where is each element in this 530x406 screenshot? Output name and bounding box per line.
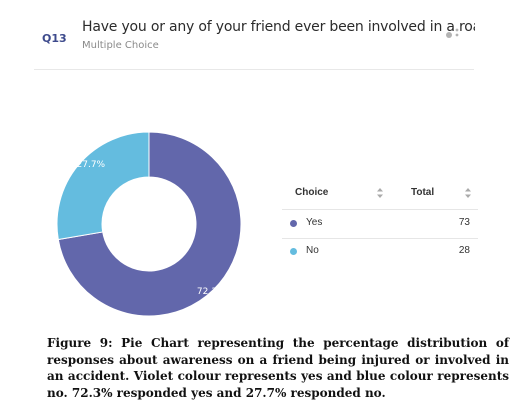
question-title: Have you or any of your friend ever been…: [82, 19, 475, 35]
question-number: Q13: [42, 32, 67, 45]
header-divider: [34, 69, 474, 70]
more-options-icon[interactable]: [445, 26, 461, 40]
total-column-header[interactable]: Total: [411, 187, 435, 198]
choice-total: 73: [458, 217, 470, 228]
figure-caption: Figure 9: Pie Chart representing the per…: [47, 336, 509, 400]
choice-total: 28: [458, 245, 470, 256]
slice-label-no: 27.7%: [77, 160, 106, 170]
choice-label: Yes: [306, 217, 323, 228]
choice-column-header[interactable]: Choice: [295, 187, 329, 198]
table-divider: [282, 209, 478, 210]
choice-label: No: [306, 245, 319, 256]
sort-icon[interactable]: [465, 188, 471, 198]
table-row: No 28: [282, 244, 478, 260]
sort-icon[interactable]: [377, 188, 383, 198]
question-type: Multiple Choice: [82, 40, 159, 51]
donut-chart: 72.3% 27.7%: [56, 131, 242, 317]
table-header: Choice Total: [282, 180, 478, 209]
pie-slice-no: [56, 131, 150, 241]
legend-swatch-no: [290, 248, 297, 255]
table-divider: [282, 238, 478, 239]
slice-label-yes: 72.3%: [197, 287, 226, 297]
table-row: Yes 73: [282, 216, 478, 232]
pie-slice-yes: [57, 131, 242, 317]
legend-swatch-yes: [290, 220, 297, 227]
survey-question-card: Q13 Have you or any of your friend ever …: [34, 19, 478, 316]
results-table: Choice Total Yes 73 No 28: [282, 180, 478, 256]
